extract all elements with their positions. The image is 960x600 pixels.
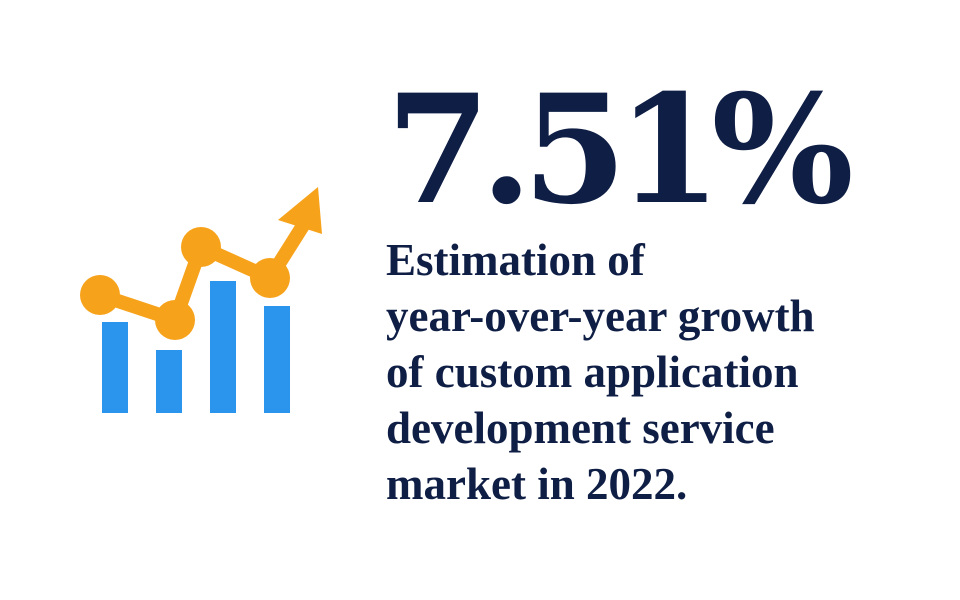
trend-node-2 [155, 300, 195, 340]
caption-line: development service [386, 403, 775, 453]
caption-line: of custom application [386, 347, 799, 397]
arrow-head [278, 187, 322, 234]
stat-block: 7.51% Estimation of year-over-year growt… [386, 70, 946, 512]
bar-1 [102, 322, 128, 413]
bar-4 [264, 306, 290, 413]
caption-line: year-over-year growth [386, 291, 815, 341]
trend-node-3 [181, 227, 221, 267]
bar-3 [210, 281, 236, 413]
caption-line: Estimation of [386, 235, 645, 285]
caption-line: market in 2022. [386, 459, 688, 509]
bar-2 [156, 350, 182, 413]
growth-chart-icon [80, 187, 322, 413]
trend-node-4 [250, 258, 290, 298]
trend-node-1 [80, 275, 120, 315]
growth-percentage: 7.51% [386, 62, 854, 238]
stat-caption: Estimation of year-over-year growth of c… [386, 232, 886, 512]
